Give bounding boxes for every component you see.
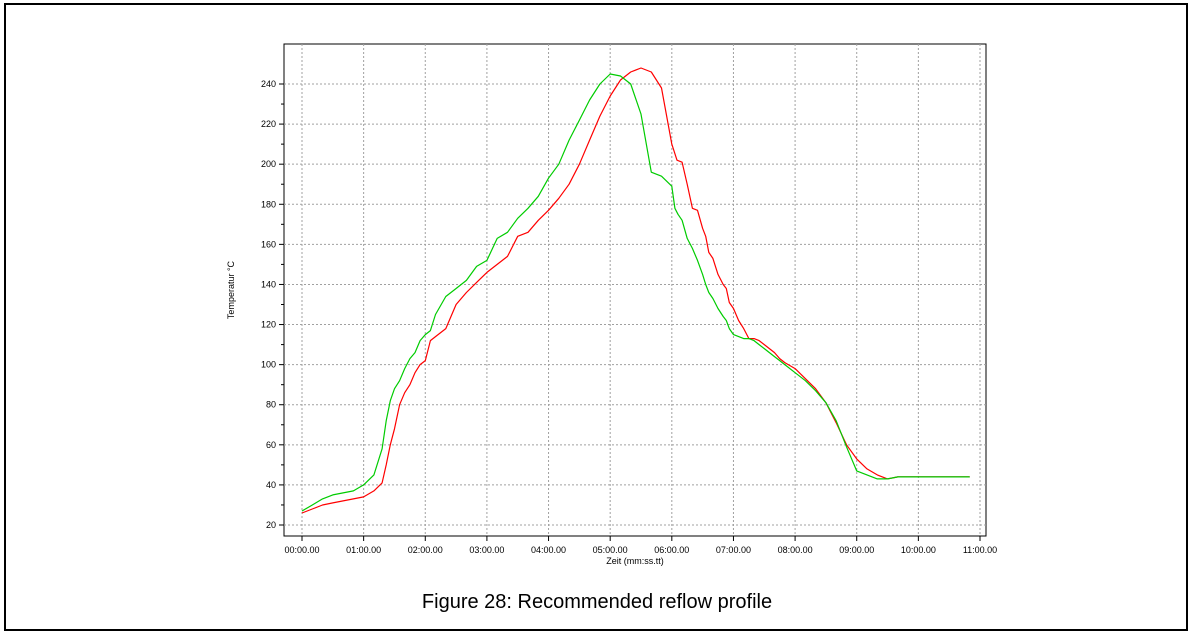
x-tick-label: 07:00.00 bbox=[716, 545, 751, 555]
x-tick-label: 02:00.00 bbox=[408, 545, 443, 555]
x-axis-label: Zeit (mm:ss.tt) bbox=[606, 556, 664, 566]
x-tick-label: 01:00.00 bbox=[346, 545, 381, 555]
x-tick-label: 03:00.00 bbox=[469, 545, 504, 555]
x-tick-label: 04:00.00 bbox=[531, 545, 566, 555]
x-tick-label: 11:00.00 bbox=[963, 545, 997, 555]
figure-caption: Figure 28: Recommended reflow profile bbox=[421, 591, 773, 613]
plot-area bbox=[283, 43, 987, 537]
reflow-chart: 00:00.00 01:00.00 02:00.00 03:00.00 04:00.00… bbox=[226, 43, 997, 566]
grid bbox=[284, 44, 986, 536]
y-tick-label: 20 bbox=[266, 520, 276, 530]
x-axis-ticks: 00:00.00 01:00.00 02:00.00 03:00.00 04:00.00… bbox=[284, 536, 997, 555]
y-tick-label: 180 bbox=[261, 199, 276, 209]
y-tick-label: 220 bbox=[261, 119, 276, 129]
y-axis-label: Temperatur °C bbox=[226, 260, 236, 319]
y-tick-label: 40 bbox=[266, 480, 276, 490]
y-tick-label: 60 bbox=[266, 440, 276, 450]
y-tick-label: 100 bbox=[261, 360, 276, 370]
y-tick-label: 200 bbox=[261, 159, 276, 169]
x-tick-label: 05:00.00 bbox=[593, 545, 628, 555]
y-tick-label: 120 bbox=[261, 320, 276, 330]
x-tick-label: 00:00.00 bbox=[284, 545, 319, 555]
y-tick-label: 240 bbox=[261, 79, 276, 89]
x-tick-label: 09:00.00 bbox=[839, 545, 874, 555]
y-axis-ticks: 20 40 60 80 100 120 140 160 180 200 220 240 bbox=[261, 79, 284, 530]
y-tick-label: 80 bbox=[266, 400, 276, 410]
y-tick-label: 160 bbox=[261, 239, 276, 249]
x-tick-label: 06:00.00 bbox=[654, 545, 689, 555]
series-lines bbox=[301, 67, 970, 514]
x-tick-label: 10:00.00 bbox=[901, 545, 936, 555]
x-tick-label: 08:00.00 bbox=[778, 545, 813, 555]
y-tick-label: 140 bbox=[261, 279, 276, 289]
series-line-2 bbox=[301, 73, 970, 512]
series-line-1 bbox=[301, 67, 970, 514]
